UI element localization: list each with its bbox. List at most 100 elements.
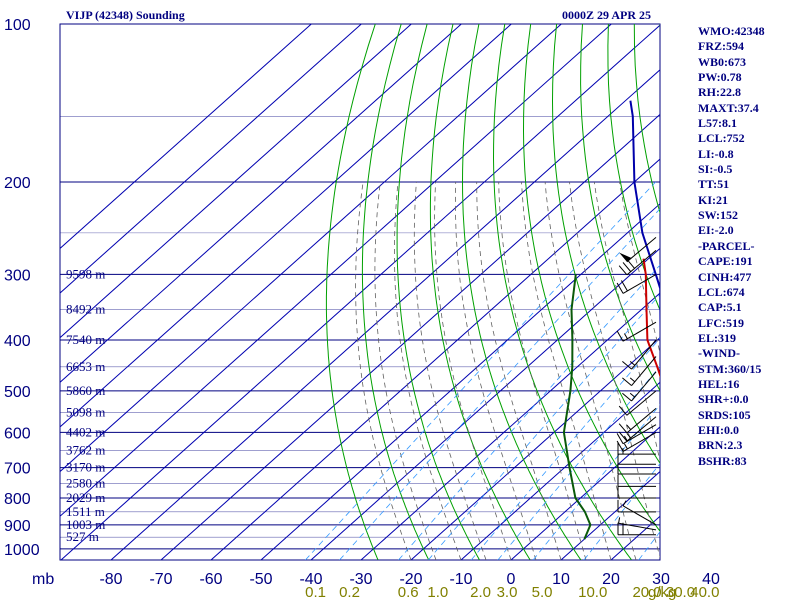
wind-barb — [616, 432, 657, 452]
moist-adiabat-line — [544, 181, 637, 560]
mixing-ratio-line — [583, 463, 660, 560]
temperature-tick-label: -20 — [399, 571, 422, 588]
wind-barb — [618, 416, 657, 442]
index-item: CINH:477 — [698, 269, 752, 284]
wind-barb — [617, 499, 656, 513]
wind-barb-shaft — [626, 250, 657, 276]
moist-adiabat-line — [593, 181, 660, 463]
index-item: SW:152 — [698, 208, 739, 223]
moist-adiabat-line — [355, 181, 412, 560]
wind-barb-feather — [616, 440, 624, 452]
wind-barb-feather — [618, 405, 628, 416]
wind-barb-feather — [622, 377, 632, 386]
sounding-traces — [562, 100, 660, 540]
dry-adiabat-line — [461, 24, 582, 560]
wind-barb — [618, 517, 657, 531]
isotherm-line — [110, 69, 660, 560]
height-label: 527 m — [66, 529, 99, 544]
temperature-tick-label: -80 — [99, 571, 122, 588]
moist-adiabat-line — [394, 181, 462, 560]
index-item: LCL:752 — [698, 131, 745, 146]
index-item: STM:360/15 — [698, 361, 762, 376]
isotherm-line — [60, 24, 512, 428]
pressure-unit-label: mb — [32, 571, 54, 588]
height-label: 6653 m — [66, 359, 105, 374]
dry-adiabat-line — [607, 24, 660, 312]
wind-barb-feather — [618, 423, 628, 434]
wind-barb-half-feather — [629, 377, 636, 383]
temperature-tick-label: -70 — [149, 571, 172, 588]
isotherm-line — [510, 426, 660, 560]
moist-adiabat-line — [521, 181, 612, 560]
pressure-tick-labels: 100 200 300 400 500 600 700 800 900 1000 — [4, 17, 40, 559]
mixing-ratio-line — [339, 208, 660, 560]
mixing-ratio-tick-label: 20.0 — [632, 584, 661, 600]
wind-barb-shaft — [622, 505, 657, 526]
mixing-ratio-line — [497, 365, 660, 560]
index-item: CAP:5.1 — [698, 300, 742, 315]
temperature-tick-label: 30 — [652, 571, 670, 588]
sounding-indices-panel: WMO:42348 FRZ:594 WB0:673 PW:0.78 RH:22.8 MAX… — [698, 24, 765, 469]
wind-barb-shaft — [631, 339, 657, 370]
wind-barb-shaft — [622, 321, 657, 342]
moist-adiabat-line — [569, 181, 660, 559]
wind-barb-feather — [618, 265, 628, 276]
moist-adiabat-line — [374, 181, 437, 560]
wind-barb — [622, 500, 657, 526]
index-item: LCL:674 — [698, 284, 745, 299]
index-item: PW:0.78 — [698, 70, 742, 85]
isotherm-line — [410, 337, 660, 560]
index-item: WMO:42348 — [698, 24, 765, 38]
mixing-ratio-tick-label: 1.0 — [427, 584, 448, 600]
temperature-tick-label: 40 — [702, 571, 720, 588]
wind-barb-half-feather — [629, 361, 636, 366]
height-label: 3170 m — [66, 460, 105, 475]
wind-barb — [616, 424, 657, 445]
wind-barb-flag — [619, 252, 632, 262]
pressure-tick-label: 700 — [4, 461, 31, 478]
isotherm-line — [60, 24, 312, 250]
isotherm-line — [360, 292, 660, 560]
mixing-ratio-tick-label: 2.0 — [470, 584, 491, 600]
wind-barb-half-feather — [623, 443, 628, 450]
wind-barb-half-feather — [626, 424, 632, 430]
mixing-ratio-line — [305, 181, 656, 560]
height-label: 2029 m — [66, 490, 105, 505]
wind-barb-shaft — [626, 408, 657, 434]
pressure-tick-label: 400 — [4, 333, 31, 350]
pressure-tick-label: 500 — [4, 384, 31, 401]
temperature-tick-label: 20 — [602, 571, 620, 588]
plot-frame — [59, 23, 661, 561]
height-label: 5860 m — [66, 383, 105, 398]
index-item: EL:319 — [698, 330, 737, 345]
isotherm-line — [60, 24, 562, 473]
height-label: 8492 m — [66, 302, 105, 317]
isotherm-line — [60, 24, 462, 383]
dry-adiabat-line — [764, 24, 800, 560]
height-label: 5098 m — [66, 405, 105, 420]
wind-barb-shaft — [626, 237, 657, 263]
index-item: MAXT:37.4 — [698, 100, 759, 115]
dry-adiabat-line — [429, 24, 531, 560]
height-label: 7540 m — [66, 332, 105, 347]
temperature-tick-label: -50 — [249, 571, 272, 588]
wind-barb-shaft — [622, 432, 657, 452]
index-item: EI:-2.0 — [698, 223, 734, 238]
isotherm-line — [60, 24, 660, 560]
wind-barb-half-feather — [626, 433, 632, 439]
index-item: -WIND- — [698, 346, 740, 361]
height-labels: 9598 m 8492 m 7540 m 6653 m 5860 m 5098 m 4402… — [66, 266, 105, 544]
index-item: L57:8.1 — [698, 116, 737, 131]
wind-barb — [616, 321, 657, 342]
wind-barb — [619, 237, 657, 263]
pressure-tick-label: 300 — [4, 267, 31, 284]
wind-barb — [618, 390, 657, 416]
wind-barb — [622, 339, 657, 370]
mixing-ratio-tick-label: 5.0 — [532, 584, 553, 600]
wind-barb-feather — [622, 392, 632, 402]
wind-barb — [622, 371, 657, 402]
height-label: 2580 m — [66, 475, 105, 490]
mixing-ratio-unit-label: g/kg — [648, 584, 676, 600]
temperature-tick-label: 0 — [507, 571, 516, 588]
